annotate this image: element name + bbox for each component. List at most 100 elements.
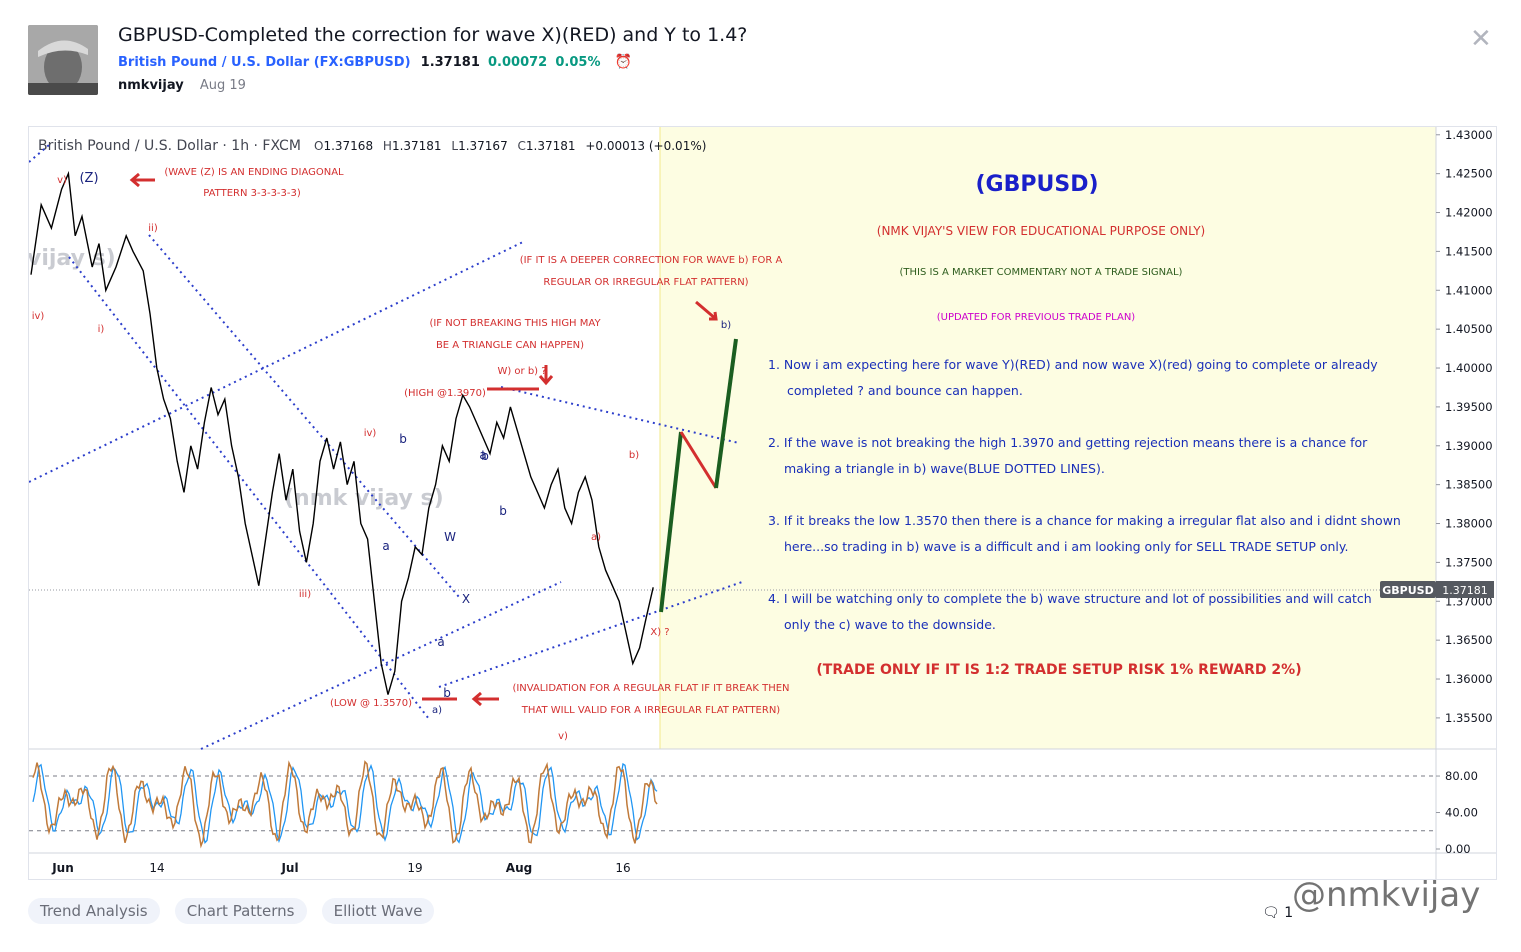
note-deeper-1: (IF IT IS A DEEPER CORRECTION FOR WAVE b… (520, 255, 783, 266)
price-tick-label: 1.36500 (1445, 633, 1493, 647)
note-invalidation-2: THAT WILL VALID FOR A IRREGULAR FLAT PAT… (521, 705, 780, 716)
price-tick-label: 1.38500 (1445, 478, 1493, 492)
note-deeper-2: REGULAR OR IRREGULAR FLAT PATTERN) (543, 277, 748, 288)
osc-tick-label: 80.00 (1445, 769, 1478, 783)
commentary-risk: (TRADE ONLY IF IT IS 1:2 TRADE SETUP RIS… (816, 662, 1301, 678)
price-tick-label: 1.38000 (1445, 517, 1493, 531)
last-price-symbol: GBPUSD (1382, 584, 1433, 597)
wave-label: a) (432, 705, 442, 716)
arrow-left-z (129, 172, 155, 188)
note-invalidation-1: (INVALIDATION FOR A REGULAR FLAT IF IT B… (512, 683, 789, 694)
wave-label: v) (57, 175, 67, 186)
comment-icon: 🗨 (1262, 905, 1280, 921)
chart-svg[interactable]: 1.43000 1.42500 1.42000 1.41500 1.41000 1.405… (29, 127, 1497, 880)
price-tick-label: 1.42500 (1445, 167, 1493, 181)
commentary-p3b: here...so trading in b) wave is a diffic… (784, 539, 1348, 554)
legend-open: 1.37168 (323, 139, 373, 153)
price-series (30, 170, 654, 695)
tag-trend-analysis[interactable]: Trend Analysis (28, 898, 160, 924)
wave-label: a (437, 635, 444, 649)
commentary-p3a: 3. If it breaks the low 1.3570 then ther… (768, 513, 1401, 528)
legend-l-label: L (451, 139, 458, 153)
wave-label: b (499, 504, 507, 518)
close-icon[interactable]: ✕ (1470, 24, 1492, 54)
commentary-p1a: 1. Now i am expecting here for wave Y)(R… (768, 357, 1378, 372)
time-tick-label: 19 (407, 861, 422, 875)
osc-tick-label: 40.00 (1445, 806, 1478, 820)
wave-label: b (399, 432, 407, 446)
tag-elliott-wave[interactable]: Elliott Wave (321, 898, 435, 924)
annotation-arrows (129, 172, 718, 707)
oscillator-signal-line (32, 762, 658, 844)
projection-up-2 (714, 338, 738, 489)
wave-label: (LOW @ 1.3570) (330, 698, 412, 709)
wave-label: W) or b) ? (497, 366, 546, 377)
last-price-symbol-badge (1380, 581, 1436, 598)
price-tick-label: 1.39500 (1445, 400, 1493, 414)
wave-label: ii) (148, 223, 158, 234)
price-tick-label: 1.43000 (1445, 128, 1493, 142)
last-price-value: 1.37181 (1442, 584, 1488, 597)
time-tick-label: Jul (280, 861, 298, 875)
legend-h-label: H (383, 139, 392, 153)
wave-label: X (462, 592, 470, 606)
commentary-line1: (NMK VIJAY'S VIEW FOR EDUCATIONAL PURPOS… (877, 224, 1205, 238)
price-tick-label: 1.39000 (1445, 439, 1493, 453)
time-axis[interactable]: Jun 14 Jul 19 Aug 16 (51, 861, 630, 875)
commentary-box (660, 127, 1436, 749)
oscillator-pane[interactable]: 80.00 40.00 0.00 (29, 760, 1478, 856)
legend-c-label: C (518, 139, 526, 153)
wave-label: b (443, 686, 451, 700)
comments-number: 1 (1284, 905, 1294, 921)
symbol-change: 0.00072 (488, 55, 548, 70)
trend-lines (29, 144, 746, 750)
last-price-value-badge (1436, 581, 1494, 598)
commentary-line2: (THIS IS A MARKET COMMENTARY NOT A TRADE… (900, 267, 1183, 278)
wave-label: (HIGH @1.3970) (404, 388, 486, 399)
commentary-p4b: only the c) wave to the downside. (784, 617, 996, 632)
price-tick-label: 1.40000 (1445, 361, 1493, 375)
price-tick-label: 1.37500 (1445, 555, 1493, 569)
arrow-b-projection (695, 300, 718, 321)
author-name[interactable]: nmkvijay (118, 78, 184, 93)
legend-high: 1.37181 (392, 139, 442, 153)
time-tick-label: 16 (615, 861, 630, 875)
time-tick-label: 14 (149, 861, 164, 875)
note-diagonal-2: PATTERN 3-3-3-3-3) (203, 188, 301, 199)
note-triangle-2: BE A TRIANGLE CAN HAPPEN) (436, 340, 584, 351)
chart-watermark: (nmk vijay s) (284, 486, 444, 511)
avatar-image (28, 25, 98, 95)
commentary-heading: (GBPUSD) (975, 172, 1098, 197)
idea-header: GBPUSD-Completed the correction for wave… (0, 0, 1521, 120)
price-axis[interactable]: 1.43000 1.42500 1.42000 1.41500 1.41000 1.405… (1436, 128, 1493, 725)
wave-label: i) (98, 324, 105, 335)
trendline-diagonal-1 (68, 256, 430, 720)
author-avatar[interactable] (28, 25, 98, 95)
comments-count[interactable]: 🗨 1 (1262, 905, 1293, 921)
wave-label: a (382, 539, 389, 553)
price-tick-label: 1.41000 (1445, 283, 1493, 297)
chart-container[interactable]: 1.43000 1.42500 1.42000 1.41500 1.41000 1.405… (28, 126, 1497, 880)
alarm-clock-icon[interactable]: ⏰ (614, 54, 633, 70)
wave-label: (Z) (79, 171, 98, 186)
legend-symbol: British Pound / U.S. Dollar · 1h · FXCM (38, 138, 301, 154)
projection-down (679, 431, 718, 489)
legend-o-label: O (314, 139, 323, 153)
wave-label: v) (558, 731, 568, 742)
price-tick-label: 1.42000 (1445, 206, 1493, 220)
note-diagonal-1: (WAVE (Z) IS AN ENDING DIAGONAL (164, 167, 344, 178)
symbol-price: 1.37181 (420, 55, 480, 70)
legend-close: 1.37181 (526, 139, 576, 153)
arrow-down-high (538, 365, 554, 386)
wave-label: a (479, 448, 486, 462)
wave-label: b) (629, 450, 639, 461)
tag-chart-patterns[interactable]: Chart Patterns (174, 898, 307, 924)
trendline-top-left (29, 144, 50, 163)
time-tick-label: Jun (51, 861, 74, 875)
note-triangle-1: (IF NOT BREAKING THIS HIGH MAY (429, 318, 601, 329)
commentary-p1b: completed ? and bounce can happen. (787, 383, 1023, 398)
wave-label: W (444, 530, 456, 544)
symbol-link[interactable]: British Pound / U.S. Dollar (FX:GBPUSD) (118, 55, 411, 70)
trendline-diagonal-2 (148, 234, 460, 598)
commentary-line3: (UPDATED FOR PREVIOUS TRADE PLAN) (937, 312, 1136, 323)
